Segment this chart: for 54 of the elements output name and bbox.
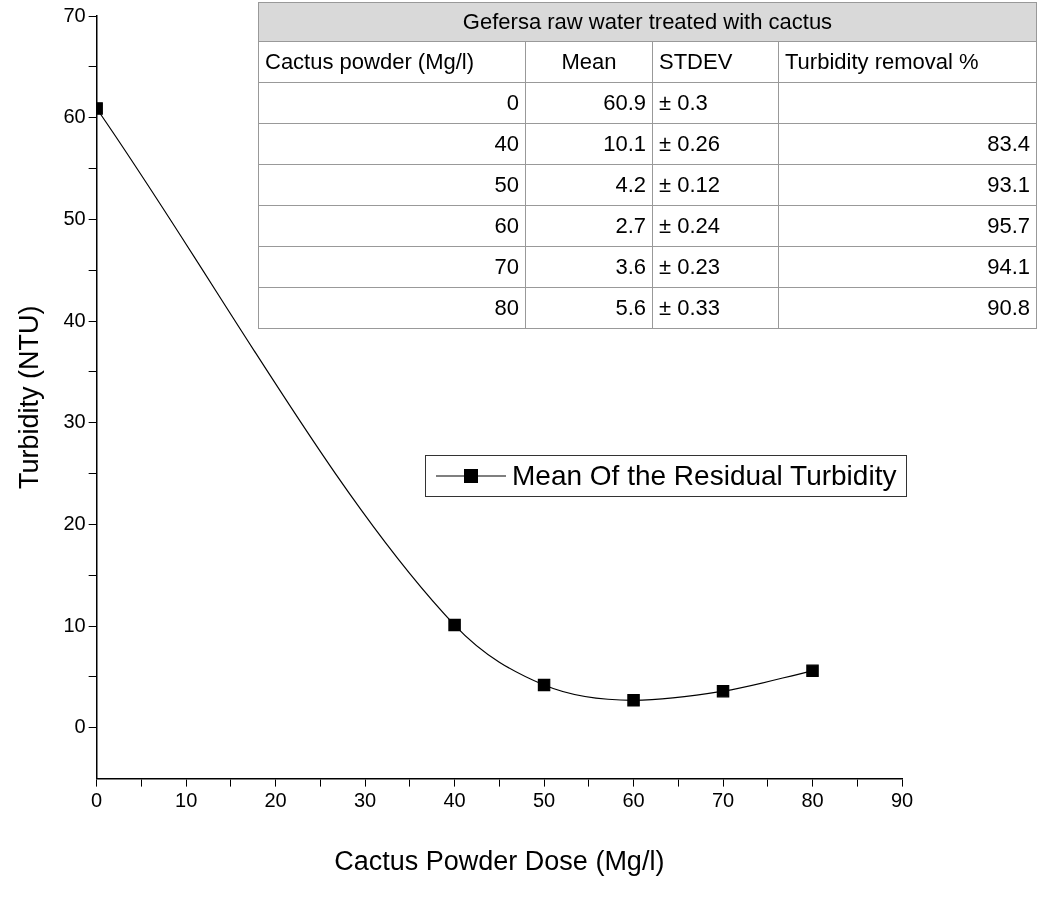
annotation: ± 0.33	[652, 287, 779, 329]
y-tick-label: 70	[63, 3, 86, 26]
annotation: 4.2	[525, 164, 653, 206]
annotation: ± 0.24	[652, 205, 779, 247]
x-tick-label: 20	[264, 789, 287, 812]
annotation: STDEV	[652, 41, 779, 83]
y-tick-label: 10	[63, 613, 86, 636]
x-tick-label: 90	[890, 789, 914, 812]
annotation: 3.6	[525, 246, 653, 288]
x-tick-label: 10	[175, 789, 198, 812]
x-tick-label: 50	[532, 789, 556, 812]
annotation: 0	[258, 82, 526, 124]
annotation: Cactus powder (Mg/l)	[258, 41, 526, 83]
annotation: ± 0.26	[652, 123, 779, 165]
point	[627, 694, 640, 707]
point	[448, 618, 461, 632]
annotation: 60.9	[525, 82, 653, 124]
annotation: 50	[258, 164, 526, 206]
y-tick-label: 50	[63, 206, 86, 229]
x-tick-label: 40	[443, 789, 466, 812]
point	[806, 664, 819, 678]
annotation: 5.6	[525, 287, 653, 329]
y-tick-label: 40	[63, 308, 86, 331]
point	[716, 684, 730, 698]
annotation: ± 0.23	[652, 246, 779, 288]
annotation: Mean	[525, 41, 653, 83]
annotation: ± 0.12	[652, 164, 779, 206]
y-tick-label: 20	[63, 511, 86, 534]
text: 95.7	[778, 205, 1037, 247]
y-axis-title: Turbidity (NTU)	[13, 305, 44, 490]
y-tick-label: 30	[63, 410, 86, 433]
annotation: ± 0.3	[652, 82, 779, 124]
annotation: 80	[258, 287, 526, 329]
text: 94.1	[778, 246, 1037, 288]
text: 90.8	[778, 287, 1037, 329]
annotation: 2.7	[525, 205, 653, 247]
annotation: 40	[258, 123, 526, 165]
text: 93.1	[778, 164, 1037, 206]
annotation: 60	[258, 205, 526, 247]
annotation: 10.1	[525, 123, 653, 165]
legend-label: Mean Of the Residual Turbidity	[512, 460, 897, 492]
y-tick-label: 0	[74, 715, 86, 738]
annotation: 70	[258, 246, 526, 288]
x-tick-label: 30	[353, 789, 377, 812]
annotation: Turbidity removal %	[778, 41, 1037, 83]
text: 83.4	[778, 123, 1037, 165]
x-axis-title: Cactus Powder Dose (Mg/l)	[334, 846, 665, 877]
x-tick-label: 60	[622, 789, 645, 812]
table-header: Gefersa raw water treated with cactus	[258, 2, 1037, 42]
x-tick-label: 70	[711, 789, 735, 812]
point	[537, 678, 551, 692]
y-tick-label: 60	[63, 105, 86, 128]
x-tick-label: 80	[801, 789, 824, 812]
x-tick-label: 0	[91, 789, 103, 812]
